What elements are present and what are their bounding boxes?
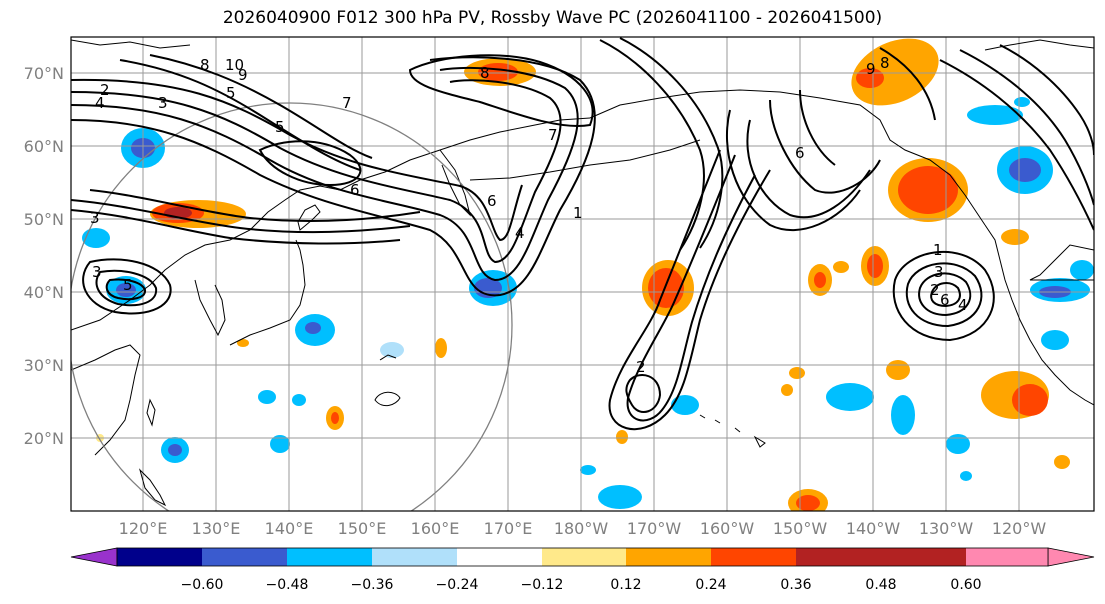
colorbar-tick-label: 0.36 (780, 577, 811, 593)
lon-label: 170°E (484, 519, 533, 538)
map-title: 2026040900 F012 300 hPa PV, Rossby Wave … (222, 8, 883, 28)
lon-label: 150°E (338, 519, 387, 538)
contour-label: 4 (515, 224, 525, 242)
contour-label: 3 (90, 209, 100, 227)
lon-label: 170°W (627, 519, 682, 538)
contour-label: 1 (933, 241, 943, 259)
colorbar: −0.60 −0.48 −0.36 −0.24 −0.12 0.12 0.24 … (70, 547, 1095, 593)
contour-label: 10 (225, 56, 244, 74)
lon-label: 180°W (554, 519, 609, 538)
contour-label: 6 (795, 144, 805, 162)
colorbar-segment (881, 548, 966, 566)
lon-label: 130°W (919, 519, 974, 538)
colorbar-tick-label: −0.60 (181, 577, 224, 593)
contour-label: 3 (92, 263, 102, 281)
contour-label: 8 (880, 54, 890, 72)
colorbar-tick-label: −0.12 (521, 577, 564, 593)
map-area (71, 37, 1094, 511)
contour-label: 6 (487, 192, 497, 210)
colorbar-tick-label: −0.36 (351, 577, 394, 593)
contour-label: 9 (238, 66, 248, 84)
lon-label: 140°W (846, 519, 901, 538)
contour-label: 2 (930, 281, 940, 299)
colorbar-segment (117, 548, 202, 566)
latitude-labels: 70°N 60°N 50°N 40°N 30°N 20°N (24, 64, 64, 448)
map-frame (70, 36, 1095, 512)
lat-label-50n: 50°N (24, 210, 64, 229)
colorbar-segment (457, 548, 542, 566)
colorbar-segment (966, 548, 1048, 566)
lon-label: 120°W (992, 519, 1047, 538)
colorbar-tick-label: 0.12 (610, 577, 641, 593)
colorbar-ticks: −0.60 −0.48 −0.36 −0.24 −0.12 0.12 0.24 … (181, 577, 982, 593)
graticule (71, 37, 1094, 511)
lat-label-40n: 40°N (24, 283, 64, 302)
colorbar-tick-label: −0.24 (436, 577, 479, 593)
lat-label-70n: 70°N (24, 64, 64, 83)
colorbar-segment (372, 548, 457, 566)
lon-label: 160°E (411, 519, 460, 538)
contour-label: 5 (123, 276, 133, 294)
contour-label: 8 (200, 56, 210, 74)
colorbar-tick-label: 0.24 (695, 577, 726, 593)
contour-label: 2 (100, 81, 110, 99)
contour-label: 4 (95, 94, 105, 112)
lon-label: 130°E (192, 519, 241, 538)
contour-label: 7 (548, 126, 558, 144)
contour-label: 3 (158, 94, 168, 112)
contour-label: 8 (480, 64, 490, 82)
contour-label: 3 (934, 263, 944, 281)
colorbar-segment (626, 548, 711, 566)
contour-label: 5 (275, 118, 285, 136)
lat-label-60n: 60°N (24, 137, 64, 156)
colorbar-tick-label: 0.60 (950, 577, 981, 593)
pv-contours (71, 37, 1094, 431)
colorbar-segment (711, 548, 796, 566)
colorbar-tick-label: 0.48 (865, 577, 896, 593)
pv-anomaly-shading (82, 38, 1094, 511)
contour-label: 7 (342, 94, 352, 112)
colorbar-tick-label: −0.48 (266, 577, 309, 593)
contour-labels: 10 9 8 5 4 3 2 7 6 5 6 8 4 7 1 9 8 6 1 3… (90, 54, 968, 376)
contour-label: 9 (866, 60, 876, 78)
colorbar-segment (796, 548, 881, 566)
radius-circle (71, 102, 513, 511)
lon-label: 140°E (265, 519, 314, 538)
lon-label: 120°E (119, 519, 168, 538)
lon-label: 150°W (773, 519, 828, 538)
lat-label-20n: 20°N (24, 429, 64, 448)
colorbar-segment (542, 548, 626, 566)
colorbar-extend-min (70, 547, 118, 567)
lat-label-30n: 30°N (24, 356, 64, 375)
contour-label: 1 (573, 204, 583, 222)
longitude-labels: 120°E 130°E 140°E 150°E 160°E 170°E 180°… (119, 519, 1047, 538)
colorbar-segment (287, 548, 372, 566)
lon-label: 160°W (700, 519, 755, 538)
contour-label: 5 (226, 84, 236, 102)
contour-label: 6 (940, 291, 950, 309)
contour-label: 2 (636, 358, 646, 376)
contour-label: 6 (350, 181, 360, 199)
colorbar-segment (202, 548, 287, 566)
colorbar-extend-max (1047, 547, 1095, 567)
contour-label: 4 (958, 296, 968, 314)
colorbar-outline (116, 547, 1049, 567)
